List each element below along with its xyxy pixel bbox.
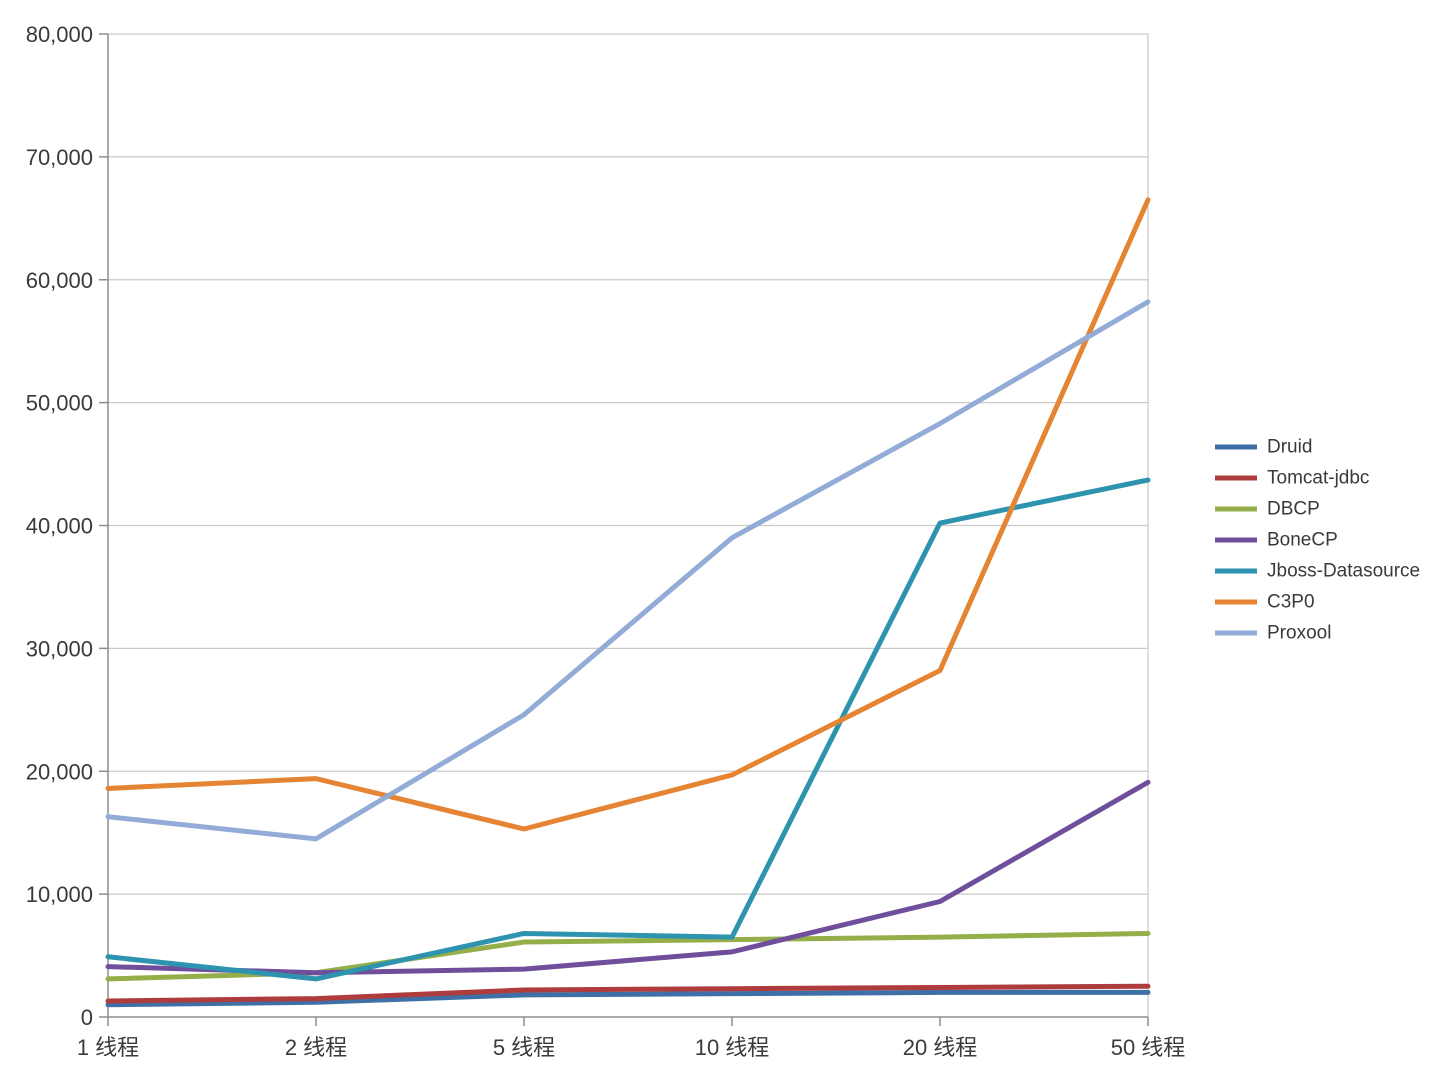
series-line-proxool [105, 299, 1151, 842]
legend-swatch [1215, 630, 1257, 636]
legend-label: BoneCP [1267, 529, 1338, 550]
y-tick-label: 70,000 [26, 145, 93, 170]
legend-swatch [1215, 568, 1257, 574]
x-axis-label: 1 线程 [77, 1035, 139, 1060]
y-tick-label: 0 [81, 1005, 93, 1030]
chart-legend: Druid Tomcat-jdbc DBCP BoneCP Jboss-Datasour… [1215, 432, 1420, 649]
series-line-jboss-datasource [105, 477, 1151, 982]
x-axis-label: 20 线程 [903, 1035, 978, 1060]
legend-swatch [1215, 475, 1257, 481]
legend-label: Proxool [1267, 622, 1332, 643]
legend-item-jboss-datasource: Jboss-Datasource [1215, 556, 1420, 587]
y-tick-label: 80,000 [26, 22, 93, 47]
y-tick-label: 20,000 [26, 759, 93, 784]
legend-label: Jboss-Datasource [1267, 560, 1421, 581]
legend-label: Druid [1267, 436, 1313, 457]
legend-swatch [1215, 444, 1257, 450]
y-tick-label: 50,000 [26, 391, 93, 416]
legend-item-dbcp: DBCP [1215, 494, 1420, 525]
x-axis-label: 50 线程 [1111, 1035, 1186, 1060]
series-line-tomcat-jdbc [105, 983, 1151, 1004]
legend-item-tomcat-jdbc: Tomcat-jdbc [1215, 463, 1420, 494]
legend-label: Tomcat-jdbc [1267, 467, 1370, 488]
legend-item-bonecp: BoneCP [1215, 525, 1420, 556]
legend-item-c3p0: C3P0 [1215, 587, 1420, 618]
legend-item-proxool: Proxool [1215, 618, 1420, 649]
y-tick-label: 10,000 [26, 882, 93, 907]
x-axis-label: 10 线程 [695, 1035, 770, 1060]
y-tick-label: 30,000 [26, 636, 93, 661]
x-axis-label: 2 线程 [285, 1035, 347, 1060]
series-line-bonecp [105, 779, 1151, 976]
x-axis-label: 5 线程 [493, 1035, 555, 1060]
legend-swatch [1215, 506, 1257, 512]
legend-label: DBCP [1267, 498, 1320, 519]
y-tick-label: 40,000 [26, 514, 93, 539]
legend-swatch [1215, 599, 1257, 605]
series-line-c3p0 [105, 197, 1151, 832]
y-tick-label: 60,000 [26, 268, 93, 293]
legend-label: C3P0 [1267, 591, 1315, 612]
series-line-druid [105, 989, 1151, 1008]
legend-item-druid: Druid [1215, 432, 1420, 463]
legend-swatch [1215, 537, 1257, 543]
